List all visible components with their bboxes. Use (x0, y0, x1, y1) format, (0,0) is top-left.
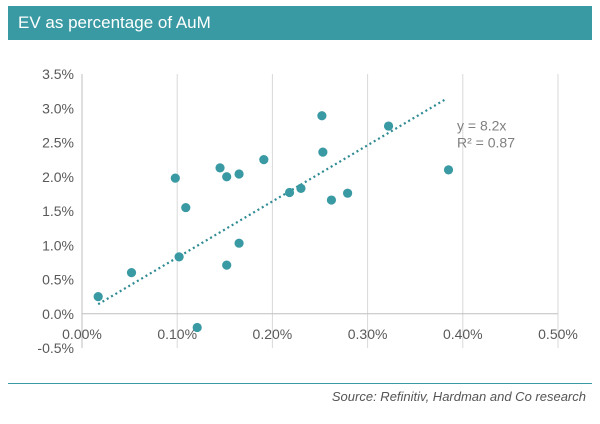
data-point (284, 187, 295, 198)
data-point (170, 173, 180, 183)
y-tick-label: -0.5% (37, 340, 74, 356)
data-point (234, 238, 244, 248)
chart-title: EV as percentage of AuM (18, 13, 211, 32)
y-tick-label: 2.0% (42, 169, 74, 185)
y-tick-label: 1.5% (42, 203, 74, 219)
trendline-equation: y = 8.2x (457, 117, 506, 133)
x-tick-label: 0.00% (62, 326, 102, 342)
data-points (93, 111, 454, 333)
data-point (343, 188, 353, 198)
data-point (174, 252, 184, 262)
data-point (318, 147, 328, 157)
data-point (222, 260, 232, 270)
x-tick-label: 0.10% (157, 326, 197, 342)
y-tick-label: 2.5% (42, 135, 74, 151)
x-tick-label: 0.30% (348, 326, 388, 342)
chart-area: -0.5% 0.0% 0.5% 1.0% 1.5% 2.0% 2.5% 3.0% 3.5% 0.0… (0, 44, 600, 380)
source-note: Source: Refinitiv, Hardman and Co resear… (331, 389, 586, 404)
y-tick-label: 0.0% (42, 306, 74, 322)
chart-title-bar: EV as percentage of AuM (8, 6, 592, 40)
gridlines (176, 74, 559, 348)
data-point (443, 165, 454, 175)
data-point (234, 169, 244, 179)
x-tick-label: 0.50% (538, 326, 578, 342)
trendline-annotation: y = 8.2x R² = 0.87 (457, 117, 515, 150)
data-point (317, 111, 327, 121)
trendline (97, 98, 447, 306)
data-point (259, 155, 269, 165)
data-point (296, 183, 306, 193)
scatter-chart: -0.5% 0.0% 0.5% 1.0% 1.5% 2.0% 2.5% 3.0% 3.5% 0.0… (37, 66, 577, 356)
y-tick-label: 3.5% (42, 66, 74, 82)
data-point (126, 268, 137, 278)
footer-divider (8, 383, 592, 384)
data-point (181, 202, 191, 213)
y-tick-label: 0.5% (42, 272, 74, 288)
trendline-group (97, 98, 447, 306)
y-tick-label: 3.0% (42, 100, 74, 116)
data-point (93, 292, 103, 302)
data-point (383, 121, 394, 131)
axes (81, 74, 558, 348)
x-tick-label: 0.40% (443, 326, 483, 342)
trendline-r-squared: R² = 0.87 (457, 135, 515, 151)
y-tick-label: 1.0% (42, 237, 74, 253)
data-point (192, 322, 202, 333)
data-point (326, 195, 337, 205)
data-point (222, 172, 232, 182)
x-tick-label: 0.20% (253, 326, 293, 342)
data-point (215, 163, 225, 173)
tick-labels: -0.5% 0.0% 0.5% 1.0% 1.5% 2.0% 2.5% 3.0% 3.5% 0.0… (37, 66, 577, 356)
